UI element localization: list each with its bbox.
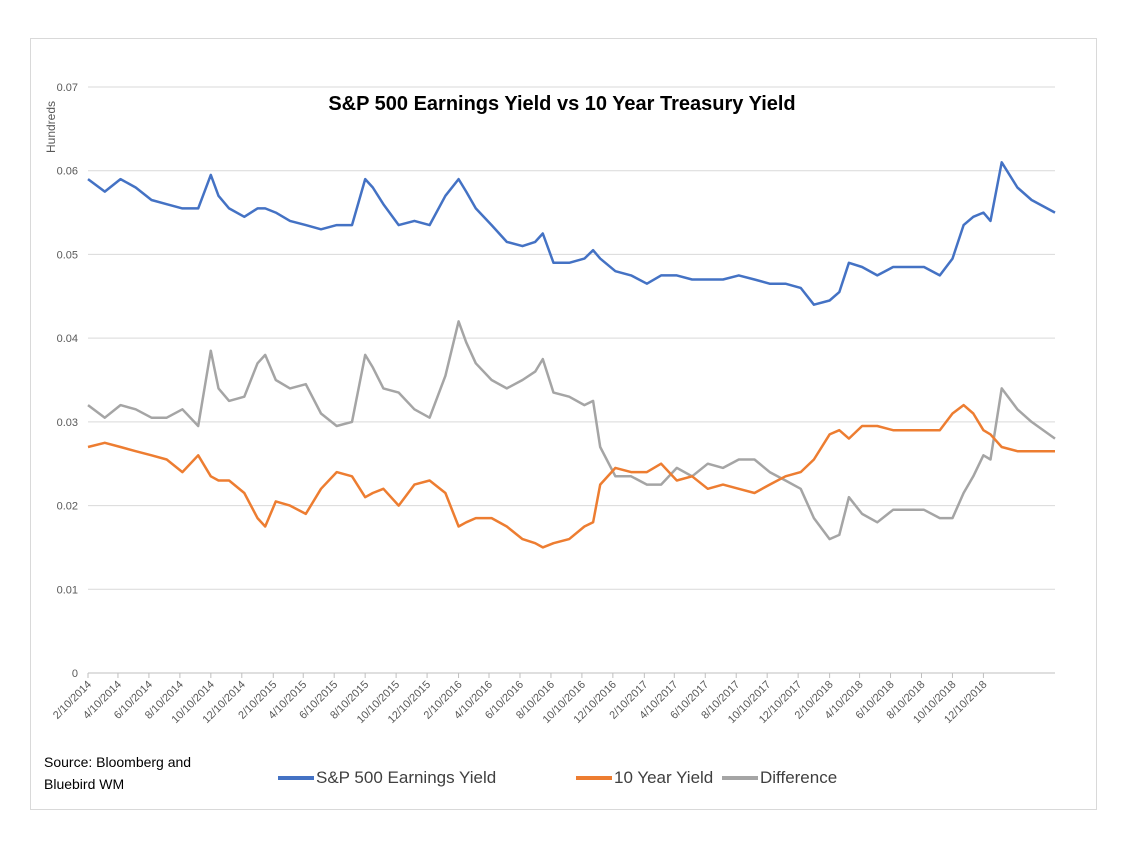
legend-item-10yr: 10 Year Yield <box>576 768 713 788</box>
gridlines <box>88 86 1055 674</box>
ten-year-yield-line <box>87 403 1055 549</box>
legend-swatch-sp500 <box>278 776 314 780</box>
chart-title: S&P 500 Earnings Yield vs 10 Year Treasu… <box>328 93 795 115</box>
y-axis-label: Hundreds <box>44 101 58 153</box>
y-tick-label: 0.03 <box>57 417 78 429</box>
y-tick-label: 0.04 <box>57 333 78 345</box>
legend-label-sp500: S&P 500 Earnings Yield <box>316 768 497 787</box>
y-tick-label: 0.01 <box>57 584 78 596</box>
legend-label-difference: Difference <box>760 768 838 787</box>
source-note-line1: Source: Bloomberg and <box>44 754 192 770</box>
legend-item-difference: Difference <box>722 768 837 788</box>
series-lines <box>87 161 1056 549</box>
y-axis-tick-labels: 0 0.01 0.02 0.03 0.04 0.05 0.06 0.07 <box>57 82 78 680</box>
y-tick-label: 0 <box>72 668 78 680</box>
legend-swatch-difference <box>722 776 758 780</box>
y-tick-label: 0.06 <box>57 166 78 178</box>
legend-label-10yr: 10 Year Yield <box>614 768 714 787</box>
chart-frame <box>30 38 1097 810</box>
y-tick-label: 0.02 <box>57 501 78 513</box>
legend-swatch-10yr <box>576 776 612 780</box>
y-tick-label: 0.07 <box>57 82 78 94</box>
y-tick-label: 0.05 <box>57 249 78 261</box>
legend-item-sp500: S&P 500 Earnings Yield <box>278 768 496 788</box>
x-axis-tick-labels: 2/10/20144/10/20146/10/20148/10/201410/1… <box>51 673 990 726</box>
source-note-line2: Bluebird WM <box>44 776 125 792</box>
difference-line <box>87 320 1056 541</box>
sp500-earnings-yield-line <box>87 161 1056 306</box>
